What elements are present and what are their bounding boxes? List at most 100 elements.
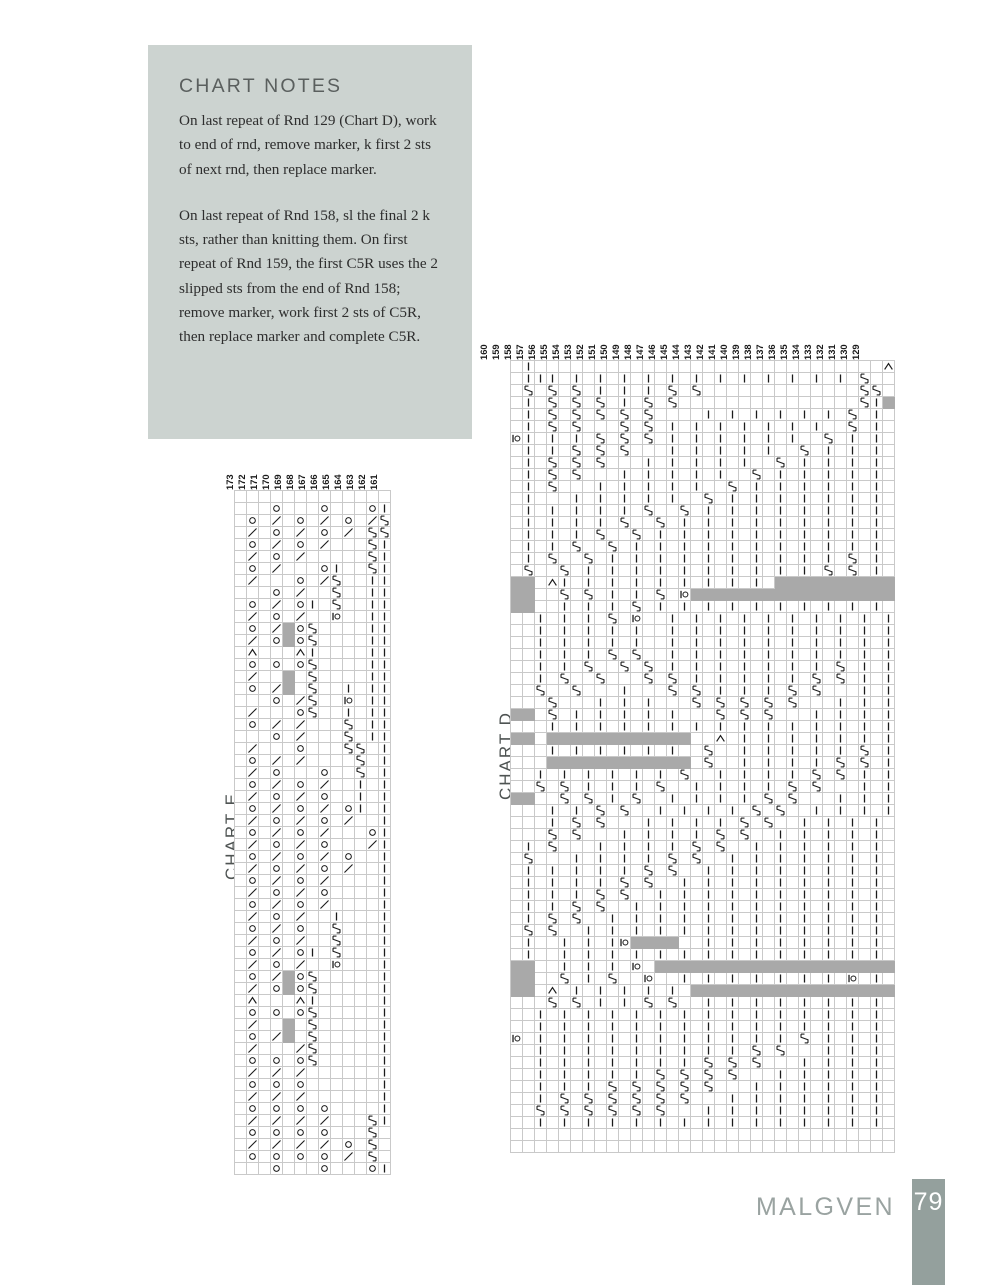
chart-cell <box>559 865 571 877</box>
chart-cell <box>775 757 787 769</box>
chart-cell <box>283 659 295 671</box>
chart-cell-cable <box>643 409 655 421</box>
chart-cell <box>703 1141 715 1153</box>
chart-cell <box>655 817 667 829</box>
chart-cell-purl <box>559 601 571 613</box>
chart-cell-purl <box>523 541 535 553</box>
chart-cell <box>835 973 847 985</box>
chart-cell <box>559 709 571 721</box>
chart-cell <box>799 709 811 721</box>
chart-cell <box>751 613 763 625</box>
chart-cell-purl <box>535 637 547 649</box>
chart-cell-purl <box>739 457 751 469</box>
chart-cell-purl <box>535 769 547 781</box>
chart-cell <box>787 997 799 1009</box>
chart-cell <box>883 565 895 577</box>
chart-cell <box>547 973 559 985</box>
chart-cell-purl <box>775 829 787 841</box>
chart-cell <box>571 577 583 589</box>
chart-cell <box>643 1069 655 1081</box>
chart-cell <box>763 949 775 961</box>
chart-cell-cable <box>727 1069 739 1081</box>
chart-cell-no-stitch <box>883 589 895 601</box>
chart-cell-purl <box>871 493 883 505</box>
chart-cell <box>715 1057 727 1069</box>
chart-cell-purl <box>811 805 823 817</box>
chart-cell <box>871 685 883 697</box>
chart-cell <box>847 793 859 805</box>
chart-cell <box>691 1021 703 1033</box>
chart-cell <box>655 841 667 853</box>
chart-cell <box>715 577 727 589</box>
chart-cell <box>619 457 631 469</box>
chart-cell <box>655 865 667 877</box>
chart-cell <box>883 937 895 949</box>
chart-cell-no-stitch <box>871 961 883 973</box>
chart-cell <box>583 1141 595 1153</box>
chart-cell-purl <box>859 769 871 781</box>
chart-cell <box>655 421 667 433</box>
chart-cell-bobble <box>631 961 643 973</box>
chart-cell-no-stitch <box>523 577 535 589</box>
chart-cell-purl <box>583 637 595 649</box>
chart-cell <box>619 973 631 985</box>
chart-cell-purl <box>631 769 643 781</box>
chart-cell <box>751 745 763 757</box>
chart-cell-no-stitch <box>847 589 859 601</box>
chart-cell-purl <box>871 421 883 433</box>
chart-cell <box>655 685 667 697</box>
chart-cell-no-stitch <box>739 589 751 601</box>
chart-cell <box>511 1021 523 1033</box>
chart-cell <box>631 397 643 409</box>
chart-cell <box>343 563 355 575</box>
chart-cell <box>799 673 811 685</box>
chart-cell <box>631 877 643 889</box>
chart-cell <box>775 661 787 673</box>
chart-cell <box>523 1141 535 1153</box>
chart-cell <box>667 1021 679 1033</box>
chart-cell <box>547 1069 559 1081</box>
chart-cell <box>811 997 823 1009</box>
chart-cell <box>787 1129 799 1141</box>
chart-cell <box>547 949 559 961</box>
chart-cell-purl <box>523 517 535 529</box>
chart-cell <box>619 637 631 649</box>
chart-cell <box>619 961 631 973</box>
chart-cell-purl <box>655 901 667 913</box>
chart-cell-purl <box>703 877 715 889</box>
chart-cell-purl <box>727 577 739 589</box>
chart-cell-purl <box>571 985 583 997</box>
chart-cell-purl <box>775 493 787 505</box>
chart-cell-purl <box>667 745 679 757</box>
chart-cell-purl <box>883 685 895 697</box>
chart-cell <box>715 409 727 421</box>
chart-cell <box>547 1057 559 1069</box>
chart-cell <box>595 1045 607 1057</box>
chart-cell <box>775 781 787 793</box>
chart-cell-purl <box>703 577 715 589</box>
chart-cell-purl <box>739 673 751 685</box>
chart-cell-purl <box>631 1033 643 1045</box>
chart-cell <box>607 493 619 505</box>
chart-cell <box>631 889 643 901</box>
chart-cell-purl <box>583 949 595 961</box>
chart-cell-no-stitch <box>859 589 871 601</box>
chart-cell <box>763 865 775 877</box>
chart-cell-purl <box>583 769 595 781</box>
chart-cell <box>511 853 523 865</box>
chart-cell-purl <box>727 865 739 877</box>
chart-cell-cable <box>595 529 607 541</box>
chart-cell <box>787 865 799 877</box>
chart-cell <box>775 745 787 757</box>
chart-cell <box>715 601 727 613</box>
chart-cell-no-stitch <box>703 985 715 997</box>
chart-cell <box>823 733 835 745</box>
chart-cell <box>631 421 643 433</box>
chart-cell-purl <box>523 493 535 505</box>
chart-cell <box>811 817 823 829</box>
chart-cell <box>691 1093 703 1105</box>
chart-cell-purl <box>607 1033 619 1045</box>
chart-cell <box>799 433 811 445</box>
chart-cell-purl <box>823 973 835 985</box>
chart-cell-purl <box>871 601 883 613</box>
